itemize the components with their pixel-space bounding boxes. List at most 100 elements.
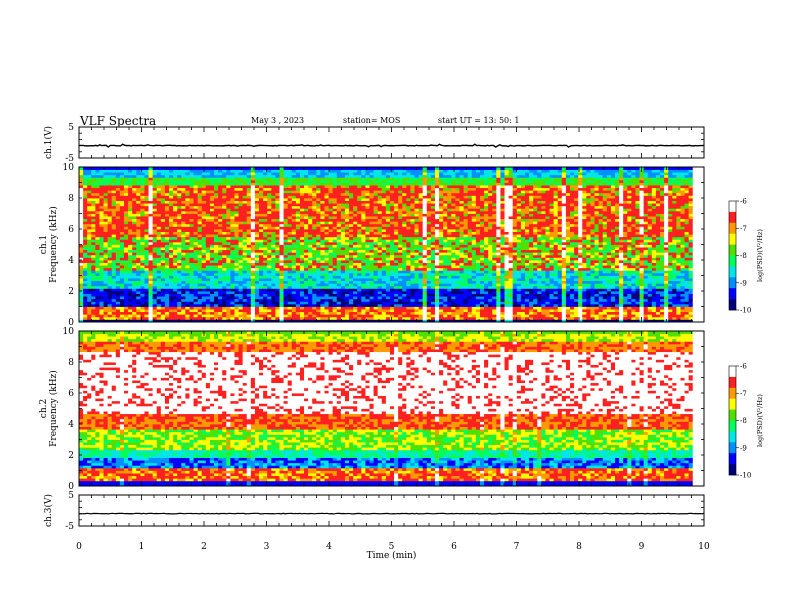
ch1-spectrogram-cell (389, 272, 395, 276)
ch1-spectrogram-cell (271, 241, 276, 245)
ch1-spectrogram-cell (169, 172, 174, 176)
ch1-spectrogram-cell (79, 221, 84, 225)
ch1-spectrogram-cell (291, 260, 297, 263)
ch1-spectrogram-cell (381, 252, 387, 256)
ch1-spectrogram-cell (156, 275, 162, 279)
ch1-spectrogram-cell (152, 311, 158, 315)
ch1-spectrogram-cell (389, 314, 395, 318)
ch1-spectrogram-cell (353, 169, 358, 173)
ch1-spectrogram-cell (152, 167, 158, 170)
ch1-spectrogram-cell (320, 221, 325, 225)
ch1-spectrogram-cell (91, 301, 96, 305)
ch1-spectrogram-cell (189, 236, 194, 240)
ch1-spectrogram-cell (271, 203, 276, 207)
ch1-spectrogram-cell (349, 182, 354, 186)
ch1-spectrogram-cell (344, 257, 350, 261)
ch1-spectrogram-cell (394, 311, 399, 315)
ch1-spectrogram-cell (205, 187, 211, 191)
ch1-spectrogram-cell (336, 247, 342, 251)
ch1-spectrogram-cell (144, 278, 149, 282)
ch1-spectrogram-cell (201, 198, 207, 201)
ch1-spectrogram-cell (181, 249, 186, 253)
ch1-spectrogram-cell (234, 296, 239, 300)
ch1-spectrogram-cell (259, 177, 264, 181)
ch1-spectrogram-cell (230, 208, 235, 212)
ch1-spectrogram-cell (299, 167, 305, 170)
ch1-spectrogram-cell (242, 278, 248, 282)
ch1-spectrogram-cell (267, 257, 272, 261)
ch1-spectrogram-cell (279, 216, 284, 220)
ch1-spectrogram-cell (357, 221, 362, 225)
ch1-spectrogram-cell (103, 216, 109, 220)
ch1-spectrogram-cell (169, 185, 174, 189)
ch1-spectrogram-cell (353, 278, 358, 282)
ch1-spectrogram-cell (111, 213, 117, 217)
ch1-spectrogram-cell (226, 285, 231, 289)
ch1-spectrogram-cell (132, 262, 137, 266)
ch1-spectrogram-cell (263, 190, 268, 194)
ch1-spectrogram-cell (91, 213, 96, 217)
ch1-spectrogram-cell (164, 275, 170, 279)
ch1-spectrogram-cell (205, 247, 211, 251)
ch1-spectrogram-cell (222, 169, 227, 173)
ch1-spectrogram-cell (91, 203, 96, 207)
ch1-spectrogram-cell (103, 223, 109, 227)
ch1-spectrogram-cell (254, 267, 260, 271)
ch1-spectrogram-cell (181, 252, 186, 256)
ch1-spectrogram-cell (385, 291, 391, 294)
ch1-spectrogram-cell (140, 293, 145, 297)
ch1-spectrogram-cell (410, 200, 415, 204)
ch1-spectrogram-cell (406, 167, 411, 170)
ch1-spectrogram-cell (246, 249, 252, 253)
ch1-spectrogram-cell (377, 203, 383, 207)
ch1-spectrogram-cell (259, 262, 264, 266)
ch1-spectrogram-cell (132, 185, 137, 189)
ch1-spectrogram-cell (295, 293, 301, 297)
ch1-spectrogram-cell (218, 218, 223, 222)
ch1-spectrogram-cell (254, 254, 260, 258)
ch1-spectrogram-cell (316, 247, 321, 251)
ch1-spectrogram-cell (344, 252, 350, 256)
ch1-spectrogram-cell (373, 288, 379, 292)
ch1-spectrogram-cell (402, 208, 407, 212)
ch1-spectrogram-cell (250, 208, 256, 212)
ch1-spectrogram-cell (304, 226, 309, 230)
ch1-spectrogram-cell (169, 210, 174, 214)
ch1-spectrogram-cell (357, 288, 362, 292)
ch1-spectrogram-cell (95, 283, 100, 287)
ch1-spectrogram-cell (353, 223, 358, 227)
ch1-spectrogram-cell (336, 267, 342, 271)
ch1-spectrogram-cell (111, 216, 117, 220)
ch1-spectrogram-cell (287, 262, 293, 266)
ch1-spectrogram-cell (169, 275, 174, 279)
ch1-spectrogram-cell (283, 172, 289, 176)
ch1-spectrogram-cell (377, 270, 383, 274)
ch1-spectrogram-cell (218, 288, 223, 292)
ch1-spectrogram-cell (312, 229, 317, 232)
ch1-spectrogram-cell (238, 239, 244, 243)
ch1-spectrogram-cell (177, 221, 182, 225)
ch1-spectrogram-cell (312, 177, 317, 181)
ch1-spectrogram-cell (177, 298, 182, 302)
ch1-spectrogram-cell (332, 293, 338, 297)
ch1-spectrogram-cell (398, 203, 403, 207)
ch1-spectrogram-cell (205, 314, 211, 318)
ch1-spectrogram-cell (181, 192, 186, 196)
ch1-spectrogram-cell (164, 267, 170, 271)
ch1-spectrogram-cell (324, 252, 329, 256)
ch1-spectrogram-cell (119, 226, 125, 230)
ch1-spectrogram-cell (222, 296, 227, 300)
ch1-spectrogram-cell (349, 270, 354, 274)
ch1-spectrogram-cell (336, 319, 342, 322)
ch1-spectrogram-cell (177, 177, 182, 181)
ch1-spectrogram-cell (201, 303, 207, 307)
ch1-spectrogram-cell (222, 203, 227, 207)
ch1-spectrogram-cell (115, 229, 121, 232)
ch1-spectrogram-cell (209, 265, 215, 269)
ch1-spectrogram-cell (99, 252, 104, 256)
ch1-spectrogram-cell (185, 291, 190, 294)
ch1-spectrogram-cell (169, 221, 174, 225)
ch1-spectrogram-cell (136, 192, 141, 196)
ch1-spectrogram-cell (259, 293, 264, 297)
ch1-spectrogram-cell (394, 203, 399, 207)
